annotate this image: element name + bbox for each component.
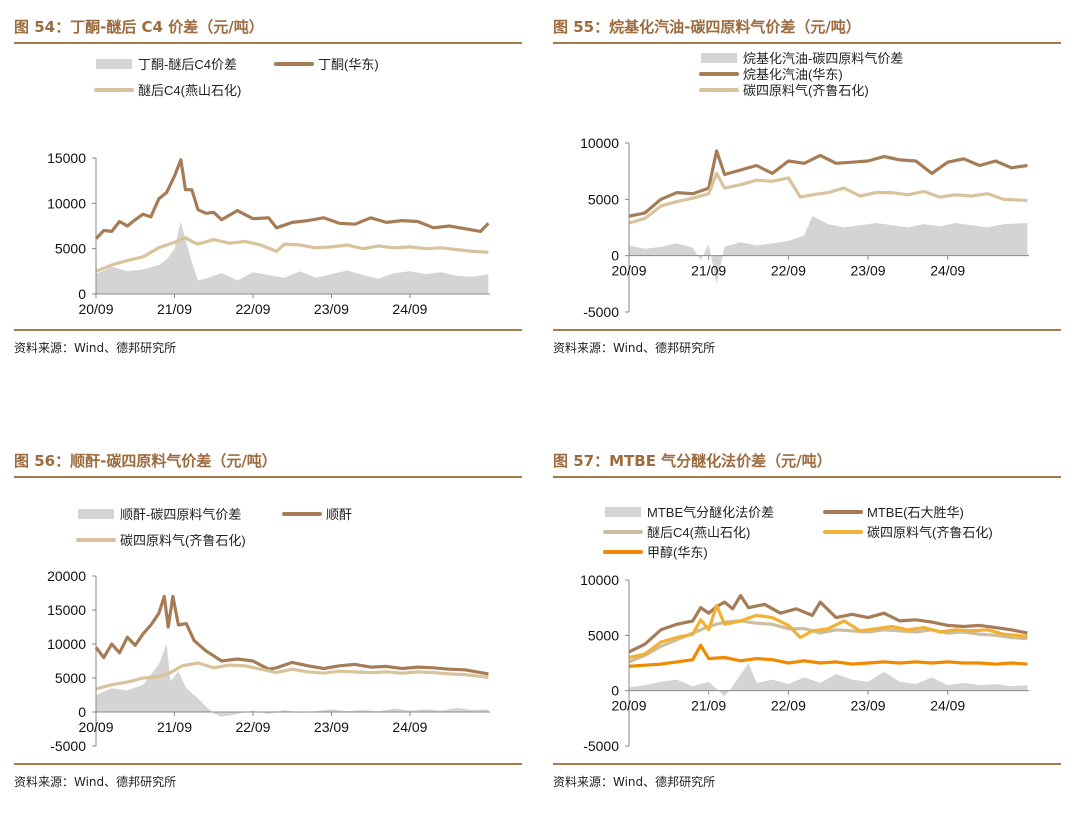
x-tick-label: 21/09 — [157, 719, 192, 735]
y-tick-label: 0 — [78, 704, 86, 720]
y-tick-label: 0 — [78, 286, 86, 302]
y-tick-label: 0 — [611, 683, 619, 699]
chart-panel-56: 图 56：顺酐-碳四原料气价差（元/吨） 顺酐-碳四原料气价差 顺酐碳四原料气(齐… — [14, 448, 524, 828]
source-text: 资料来源：Wind、德邦研究所 — [14, 341, 177, 355]
series-line — [94, 594, 489, 676]
y-tick-label: -5000 — [50, 738, 86, 754]
legend-label: 丁酮(华东) — [318, 57, 379, 72]
legend-label: 顺酐 — [326, 507, 352, 522]
series-area — [96, 644, 489, 717]
title-rule — [553, 42, 1061, 44]
y-tick-label: -5000 — [583, 738, 619, 754]
y-tick-label: -5000 — [583, 304, 619, 320]
y-tick-label: 10000 — [580, 572, 619, 588]
chart-54: 丁酮-醚后C4价差 丁酮(华东) 醚后C4(燕山石化) 15000 10000 5000 0… — [47, 57, 490, 317]
series-area — [629, 216, 1028, 284]
x-tick-label: 22/09 — [235, 719, 270, 735]
title-rule — [14, 476, 522, 478]
y-tick-label: 5000 — [588, 627, 619, 643]
y-tick-label: 5000 — [55, 241, 86, 257]
x-tick-label: 22/09 — [771, 263, 806, 279]
y-tick-label: 10000 — [47, 195, 86, 211]
x-tick-label: 20/09 — [611, 263, 646, 279]
source-rule — [553, 329, 1061, 331]
legend-label: 顺酐-碳四原料气价差 — [120, 507, 241, 522]
y-tick-label: 5000 — [55, 670, 86, 686]
title-rule — [14, 42, 522, 44]
legend-label: 甲醇(华东) — [647, 545, 708, 560]
series-line — [94, 158, 490, 240]
y-tick-label: 20000 — [47, 568, 86, 584]
x-tick-label: 21/09 — [691, 263, 726, 279]
legend-label: MTBE(石大胜华) — [867, 505, 964, 520]
x-tick-label: 23/09 — [314, 719, 349, 735]
y-tick-label: 0 — [611, 248, 619, 264]
source-text: 资料来源：Wind、德邦研究所 — [14, 775, 177, 789]
legend-label: 烷基化汽油-碳四原料气价差 — [743, 51, 903, 66]
chart-panel-55: 图 55：烷基化汽油-碳四原料气价差（元/吨） 烷基化汽油-碳四原料气价差 烷基化… — [553, 14, 1063, 394]
series-line — [628, 593, 1028, 654]
legend-label: 丁酮-醚后C4价差 — [138, 57, 237, 72]
legend-swatch — [96, 59, 132, 69]
legend-swatch — [78, 509, 114, 519]
legend-label: 碳四原料气(齐鲁石化) — [867, 525, 993, 540]
series-line — [95, 236, 489, 273]
x-tick-label: 23/09 — [851, 263, 886, 279]
y-tick-label: 15000 — [47, 150, 86, 166]
source-text: 资料来源：Wind、德邦研究所 — [553, 775, 716, 789]
y-tick-label: 10000 — [47, 636, 86, 652]
x-tick-label: 21/09 — [691, 698, 726, 714]
x-tick-label: 24/09 — [930, 698, 965, 714]
y-tick-label: 10000 — [580, 135, 619, 151]
x-tick-label: 22/09 — [235, 301, 270, 317]
y-tick-label: 15000 — [47, 602, 86, 618]
x-tick-label: 20/09 — [611, 698, 646, 714]
legend-swatch — [701, 53, 737, 63]
chart-title: 图 56：顺酐-碳四原料气价差（元/吨） — [14, 452, 277, 470]
x-tick-label: 23/09 — [314, 301, 349, 317]
series-area — [629, 663, 1028, 697]
x-tick-label: 22/09 — [771, 698, 806, 714]
title-rule — [553, 476, 1061, 478]
chart-panel-57: 图 57：MTBE 气分醚化法价差（元/吨） MTBE气分醚化法价差 MTBE(石… — [553, 448, 1063, 828]
x-tick-label: 23/09 — [851, 698, 886, 714]
source-rule — [14, 329, 522, 331]
legend-label: 醚后C4(燕山石化) — [138, 83, 241, 98]
series-line — [95, 661, 489, 691]
legend-label: 碳四原料气(齐鲁石化) — [120, 533, 246, 548]
source-rule — [14, 763, 522, 765]
source-text: 资料来源：Wind、德邦研究所 — [553, 341, 716, 355]
series-line — [628, 149, 1028, 218]
x-tick-label: 20/09 — [78, 301, 113, 317]
x-tick-label: 20/09 — [78, 719, 113, 735]
legend-label: 烷基化汽油(华东) — [743, 67, 843, 82]
legend-label: 醚后C4(燕山石化) — [647, 525, 750, 540]
x-tick-label: 24/09 — [392, 719, 427, 735]
x-tick-label: 24/09 — [392, 301, 427, 317]
source-rule — [553, 763, 1061, 765]
chart-title: 图 57：MTBE 气分醚化法价差（元/吨） — [553, 452, 832, 470]
y-tick-label: 5000 — [588, 191, 619, 207]
series-area — [96, 221, 489, 294]
chart-panel-54: 图 54：丁酮-醚后 C4 价差（元/吨） 丁酮-醚后C4价差 丁酮(华东) 醚后C… — [14, 14, 524, 394]
series-line — [628, 171, 1028, 225]
series-line — [628, 603, 1028, 660]
legend-label: 碳四原料气(齐鲁石化) — [743, 83, 869, 98]
legend-swatch — [605, 507, 641, 517]
x-tick-label: 21/09 — [157, 301, 192, 317]
chart-title: 图 54：丁酮-醚后 C4 价差（元/吨） — [14, 18, 264, 36]
x-tick-label: 24/09 — [930, 263, 965, 279]
series-line — [628, 643, 1028, 668]
chart-57: MTBE气分醚化法价差 MTBE(石大胜华) 醚后C4(燕山石化) 碳四原料气(齐鲁石… — [580, 505, 1029, 754]
legend-label: MTBE气分醚化法价差 — [647, 505, 774, 520]
chart-title: 图 55：烷基化汽油-碳四原料气价差（元/吨） — [553, 18, 861, 36]
